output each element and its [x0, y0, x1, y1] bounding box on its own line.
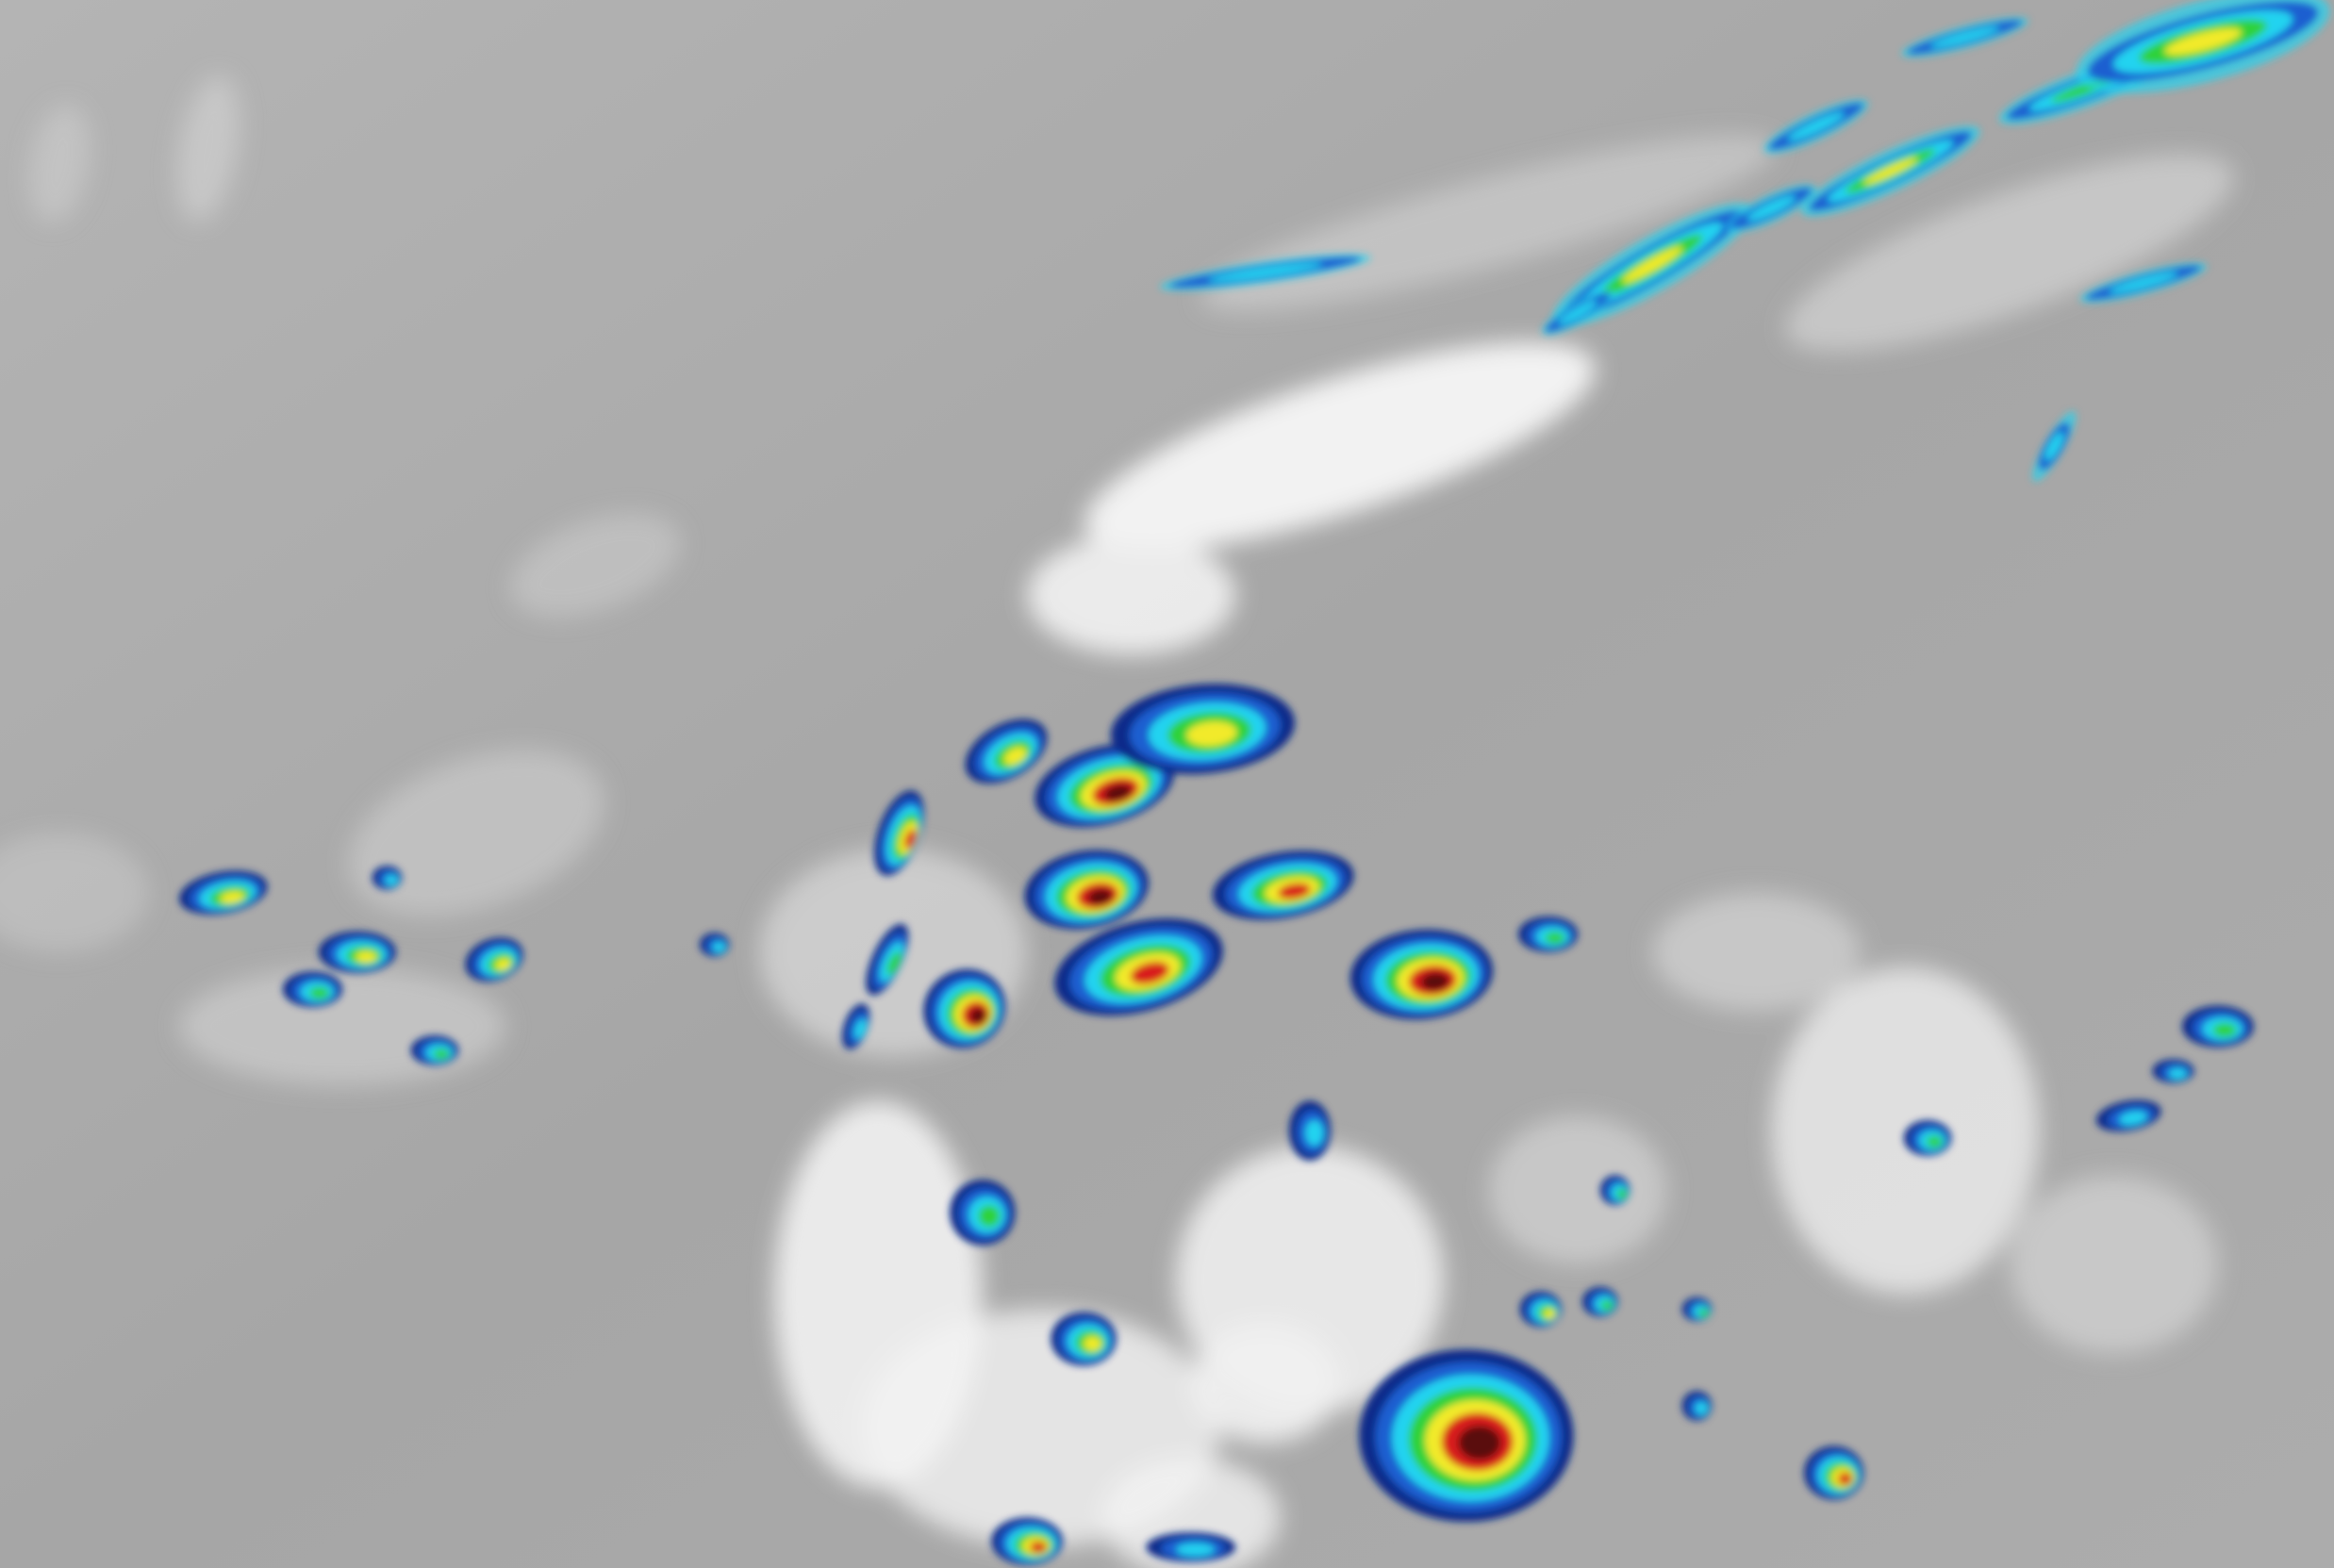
storm-cell-dark-red — [969, 1007, 986, 1024]
storm-cell-dark-red — [1458, 1425, 1501, 1461]
band-streak — [1787, 112, 1845, 141]
band-streak — [2164, 27, 2242, 56]
cloud-patch — [1084, 341, 1596, 552]
band-streak — [1746, 195, 1796, 221]
band-streak — [1929, 26, 2000, 48]
cloud-patch — [1488, 1115, 1667, 1265]
band-streak — [1862, 157, 1918, 185]
cloud-patch — [2009, 1175, 2218, 1354]
band-streak — [2109, 272, 2178, 293]
storm-cell-green — [886, 950, 902, 976]
storm-cell-cyan — [1305, 1120, 1324, 1147]
storm-cell-cyan — [1695, 1401, 1708, 1415]
storm-cell-dark-red — [1087, 888, 1113, 905]
cloud-patch — [176, 74, 240, 223]
storm-cell-red — [1130, 961, 1169, 984]
band-streak — [1207, 262, 1323, 282]
storm-cell-yellow — [1186, 721, 1237, 747]
storm-cell-yellow — [1544, 1309, 1556, 1319]
band-streak — [2044, 432, 2064, 461]
storm-cell-cyan — [1176, 1543, 1215, 1557]
storm-cell-dark-red — [1103, 784, 1133, 801]
cloud-patch — [509, 513, 681, 618]
cloud-patch — [1027, 536, 1236, 655]
storm-cell-red — [904, 829, 917, 850]
storm-cell-cyan — [2168, 1068, 2187, 1079]
storm-cell-green — [1600, 1300, 1614, 1311]
storm-cell-green — [1545, 932, 1565, 944]
storm-cell-green — [1926, 1135, 1943, 1148]
band-streak — [1558, 300, 1597, 324]
cloud-patch — [28, 105, 91, 223]
cloud-patch — [1190, 1324, 1340, 1444]
cloud-patch — [0, 833, 149, 952]
cloud-patch — [347, 749, 605, 917]
storm-cell-green — [2212, 1023, 2237, 1037]
storm-cell-cyan — [2119, 1111, 2147, 1126]
storm-cell-red — [1030, 1542, 1047, 1553]
storm-cell-cyan — [712, 942, 726, 952]
cloud-patch — [1101, 1458, 1281, 1568]
cloud-patch — [1784, 154, 2235, 352]
storm-cell-yellow — [220, 891, 244, 904]
storm-cell-yellow — [356, 950, 377, 963]
storm-cell-green — [309, 986, 330, 999]
storm-cell-dark-red — [1420, 972, 1449, 991]
storm-cell-green — [1698, 1309, 1709, 1317]
cloud-layer — [0, 74, 2235, 1568]
storm-cell-cyan — [385, 875, 398, 885]
storm-cell-red — [1278, 883, 1311, 900]
storm-cell-red — [1838, 1472, 1852, 1485]
cloud-patch — [1652, 892, 1862, 1012]
band-streak — [1622, 246, 1683, 284]
storm-cell-green — [1616, 1188, 1627, 1199]
storm-cell-green — [978, 1205, 1001, 1228]
storm-cell-layer — [178, 0, 2330, 1565]
storm-cell-yellow — [495, 958, 511, 971]
cloud-patch — [1771, 966, 2040, 1295]
storm-cell-cyan — [854, 1018, 867, 1039]
storm-cell-yellow — [1003, 747, 1027, 766]
storm-cell-green — [433, 1048, 450, 1059]
storm-cell-yellow — [1084, 1336, 1102, 1351]
cloud-patch — [178, 966, 506, 1086]
